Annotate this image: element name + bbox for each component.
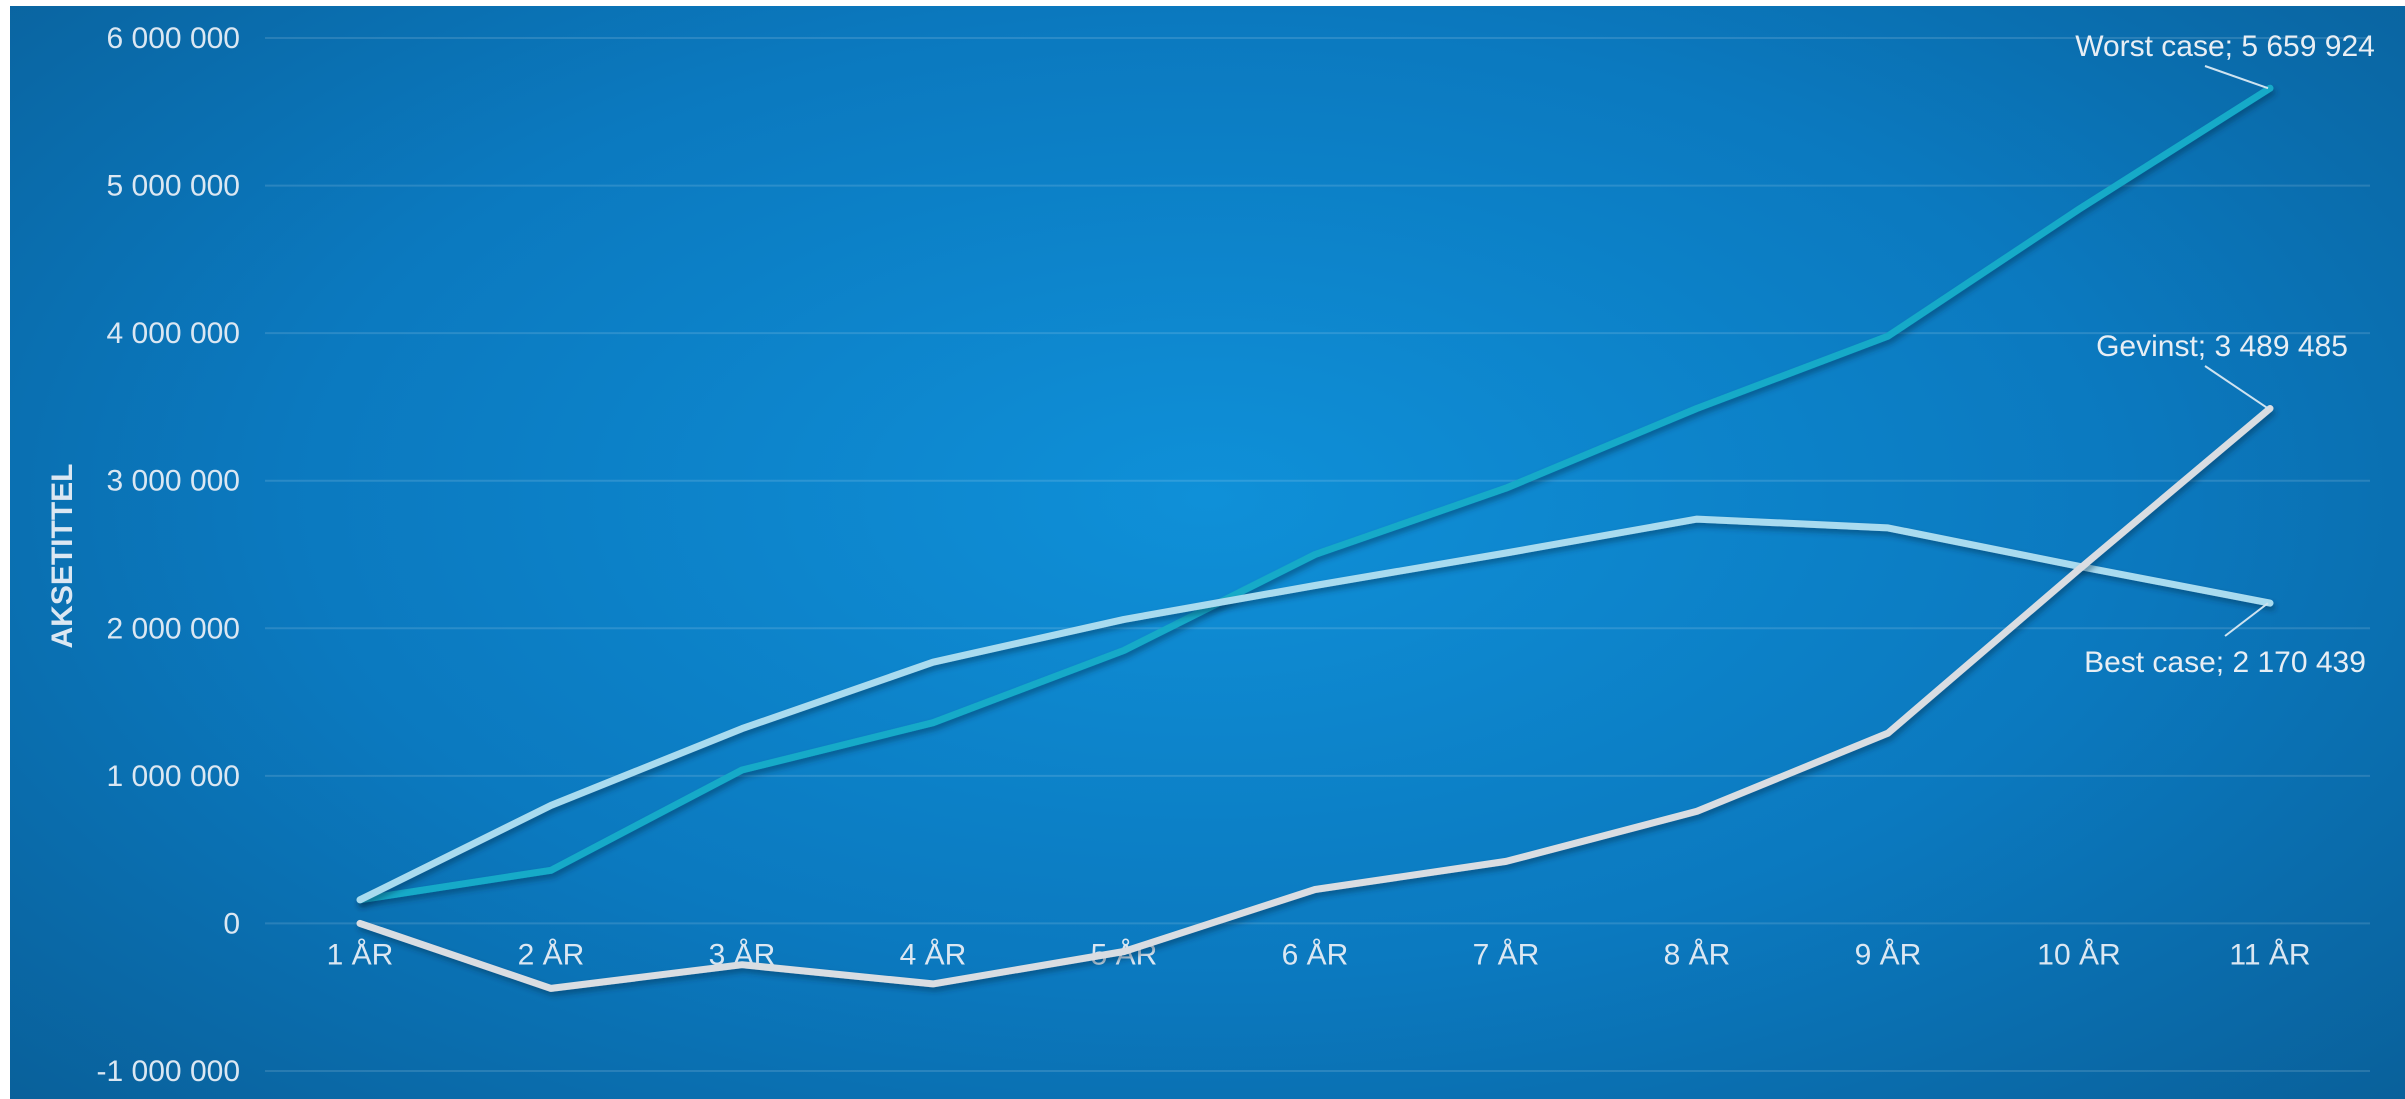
data-label-leader	[2224, 602, 2269, 637]
data-label-leader	[2204, 365, 2269, 410]
y-tick-label: 6 000 000	[107, 22, 240, 55]
data-label-best-case: Best case; 2 170 439	[2084, 646, 2366, 679]
y-tick-label: -1 000 000	[97, 1055, 240, 1088]
y-tick-label: 2 000 000	[107, 612, 240, 645]
series-line-worst-case	[356, 84, 2274, 904]
y-axis-title: AKSETITTEL	[46, 464, 79, 649]
x-tick-label: 9 ÅR	[1855, 938, 1922, 971]
y-tick-label: 4 000 000	[107, 317, 240, 350]
x-tick-label: 7 ÅR	[1473, 938, 1540, 971]
data-label-worst-case: Worst case; 5 659 924	[2075, 30, 2375, 63]
series-line-gevinst	[356, 405, 2274, 992]
series-line-best-case	[356, 515, 2274, 904]
x-tick-label: 2 ÅR	[518, 938, 585, 971]
y-tick-label: 5 000 000	[107, 170, 240, 203]
x-tick-label: 11 ÅR	[2229, 938, 2310, 971]
x-tick-label: 1 ÅR	[327, 938, 394, 971]
data-label-leader	[2204, 65, 2269, 90]
x-tick-label: 4 ÅR	[900, 938, 967, 971]
x-tick-label: 8 ÅR	[1664, 938, 1731, 971]
x-tick-label: 6 ÅR	[1282, 938, 1349, 971]
y-tick-label: 0	[223, 907, 240, 940]
y-tick-label: 1 000 000	[107, 760, 240, 793]
y-tick-label: 3 000 000	[107, 465, 240, 498]
x-tick-label: 10 ÅR	[2037, 938, 2120, 971]
data-label-gevinst: Gevinst; 3 489 485	[2096, 330, 2348, 363]
